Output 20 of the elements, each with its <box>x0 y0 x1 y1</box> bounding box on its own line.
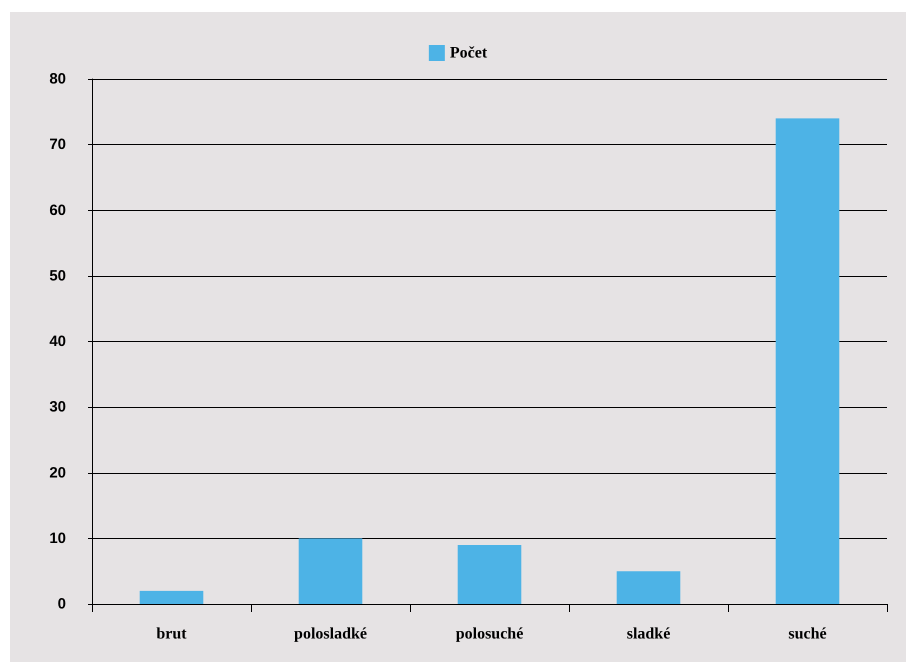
y-tick-label: 10 <box>49 530 66 547</box>
y-tick-label: 30 <box>49 398 66 416</box>
y-tick-label: 60 <box>49 202 66 219</box>
y-tick-label: 40 <box>49 333 66 350</box>
bar <box>298 538 362 604</box>
y-tick-label: 0 <box>58 596 66 612</box>
x-tick-label: polosladké <box>294 626 367 642</box>
bar <box>776 118 840 604</box>
bar <box>616 571 680 604</box>
y-tick-label: 80 <box>49 70 66 88</box>
x-tick-label: suché <box>788 626 827 642</box>
bar <box>458 544 522 604</box>
y-tick-label: 20 <box>49 464 66 482</box>
y-tick-label: 50 <box>49 267 66 284</box>
x-tick-label: brut <box>156 626 188 642</box>
bar <box>140 590 204 604</box>
legend-label: Počet <box>450 44 488 62</box>
y-tick-label: 70 <box>49 136 66 154</box>
x-tick-label: sladké <box>626 626 670 642</box>
x-tick-label: polosuché <box>456 626 524 642</box>
